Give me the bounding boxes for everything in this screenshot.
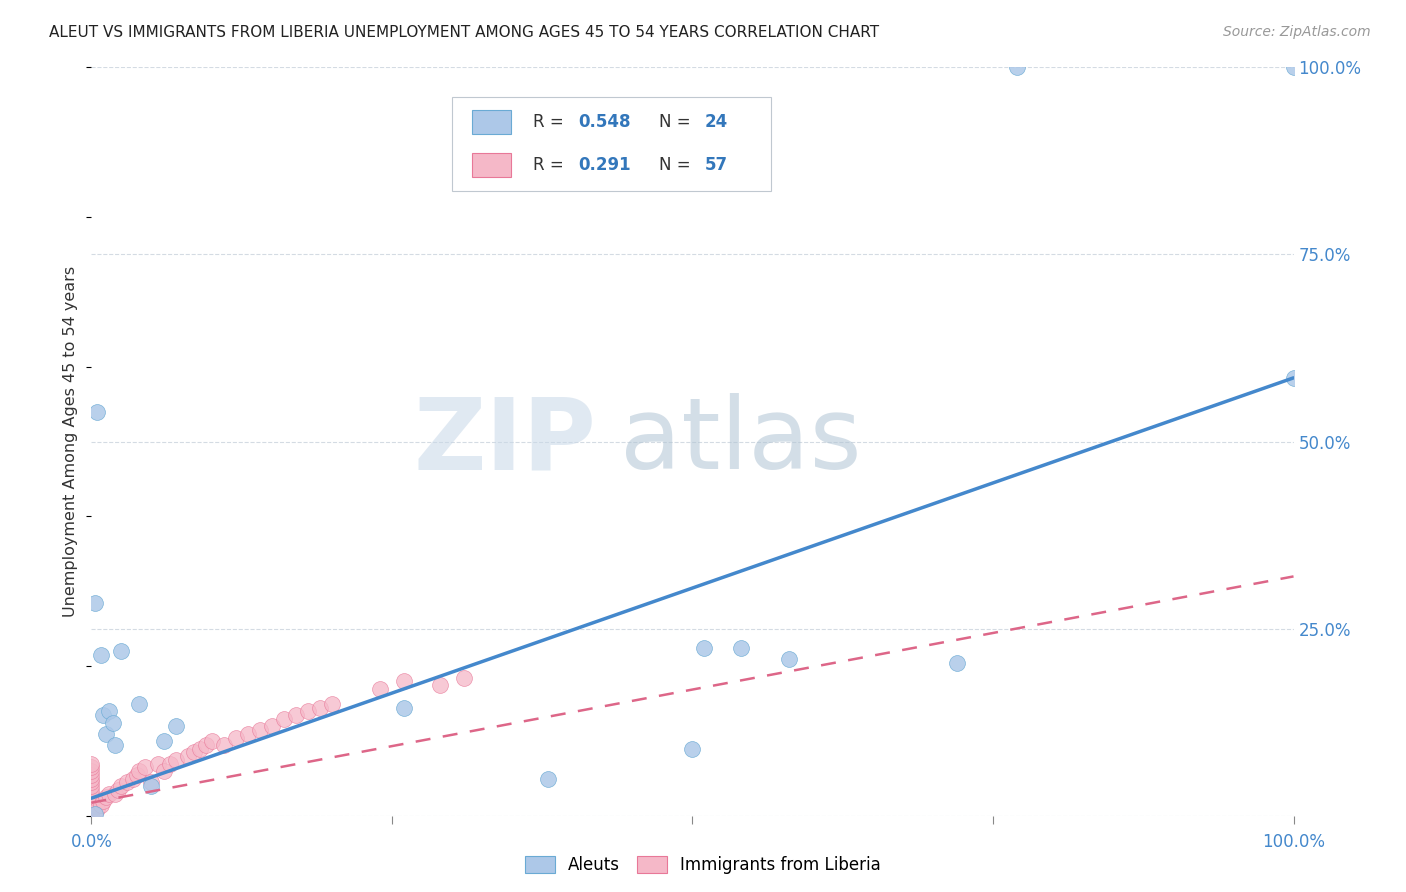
Point	[778, 652, 800, 666]
Text: 0.548: 0.548	[578, 113, 631, 131]
Bar	[472, 153, 510, 178]
Bar	[472, 111, 510, 134]
Point	[681, 741, 703, 756]
Point	[80, 756, 103, 771]
Point	[1282, 371, 1305, 385]
Point	[392, 674, 415, 689]
Point	[94, 790, 117, 805]
Point	[453, 671, 475, 685]
Point	[368, 681, 391, 696]
Point	[297, 704, 319, 718]
Point	[152, 734, 174, 748]
Text: R =: R =	[533, 113, 568, 131]
Text: ALEUT VS IMMIGRANTS FROM LIBERIA UNEMPLOYMENT AMONG AGES 45 TO 54 YEARS CORRELAT: ALEUT VS IMMIGRANTS FROM LIBERIA UNEMPLO…	[49, 25, 879, 40]
Point	[249, 723, 271, 737]
Y-axis label: Unemployment Among Ages 45 to 54 years: Unemployment Among Ages 45 to 54 years	[63, 266, 79, 617]
Point	[284, 708, 307, 723]
Point	[94, 727, 117, 741]
Text: atlas: atlas	[620, 393, 862, 490]
Point	[93, 794, 115, 808]
Text: N =: N =	[659, 156, 696, 174]
Point	[125, 768, 148, 782]
Point	[80, 779, 103, 793]
Point	[98, 704, 121, 718]
Point	[90, 648, 112, 662]
Point	[117, 775, 139, 789]
Point	[104, 787, 127, 801]
Point	[152, 764, 174, 779]
Point	[80, 802, 103, 816]
Point	[80, 800, 103, 814]
Point	[93, 708, 115, 723]
Point	[308, 700, 330, 714]
Point	[80, 760, 103, 774]
Point	[392, 700, 415, 714]
Point	[80, 797, 103, 812]
Point	[128, 764, 150, 779]
Point	[80, 809, 103, 823]
Point	[141, 775, 163, 789]
Legend: Aleuts, Immigrants from Liberia: Aleuts, Immigrants from Liberia	[520, 851, 886, 880]
Point	[80, 796, 103, 810]
Text: 24: 24	[704, 113, 728, 131]
Point	[80, 787, 103, 801]
Point	[321, 697, 343, 711]
Point	[165, 719, 187, 733]
Point	[110, 779, 132, 793]
Point	[110, 644, 132, 658]
Point	[236, 727, 259, 741]
Point	[80, 805, 103, 820]
Point	[537, 772, 560, 786]
Point	[730, 640, 752, 655]
Point	[159, 756, 181, 771]
Point	[194, 738, 217, 752]
Point	[84, 806, 107, 821]
Text: R =: R =	[533, 156, 568, 174]
Point	[122, 772, 145, 786]
FancyBboxPatch shape	[451, 97, 770, 191]
Point	[80, 775, 103, 789]
Text: Source: ZipAtlas.com: Source: ZipAtlas.com	[1223, 25, 1371, 39]
Point	[80, 794, 103, 808]
Point	[273, 712, 295, 726]
Point	[80, 790, 103, 805]
Text: 57: 57	[704, 156, 727, 174]
Point	[80, 764, 103, 779]
Point	[693, 640, 716, 655]
Point	[80, 783, 103, 797]
Point	[429, 678, 451, 692]
Point	[80, 809, 103, 823]
Point	[201, 734, 224, 748]
Point	[86, 404, 108, 418]
Point	[107, 783, 129, 797]
Point	[176, 749, 198, 764]
Point	[80, 803, 103, 817]
Point	[260, 719, 283, 733]
Point	[1282, 60, 1305, 74]
Point	[946, 656, 969, 670]
Point	[104, 738, 127, 752]
Point	[134, 760, 156, 774]
Point	[80, 772, 103, 786]
Point	[80, 768, 103, 782]
Point	[84, 596, 107, 610]
Point	[183, 746, 205, 760]
Point	[101, 715, 124, 730]
Point	[225, 731, 247, 745]
Point	[86, 802, 108, 816]
Text: 0.291: 0.291	[578, 156, 631, 174]
Text: N =: N =	[659, 113, 696, 131]
Point	[146, 756, 169, 771]
Point	[212, 738, 235, 752]
Point	[188, 741, 211, 756]
Point	[80, 809, 103, 823]
Point	[1005, 60, 1028, 74]
Text: ZIP: ZIP	[413, 393, 596, 490]
Point	[141, 779, 163, 793]
Point	[98, 787, 121, 801]
Point	[90, 797, 112, 812]
Point	[128, 697, 150, 711]
Point	[165, 753, 187, 767]
